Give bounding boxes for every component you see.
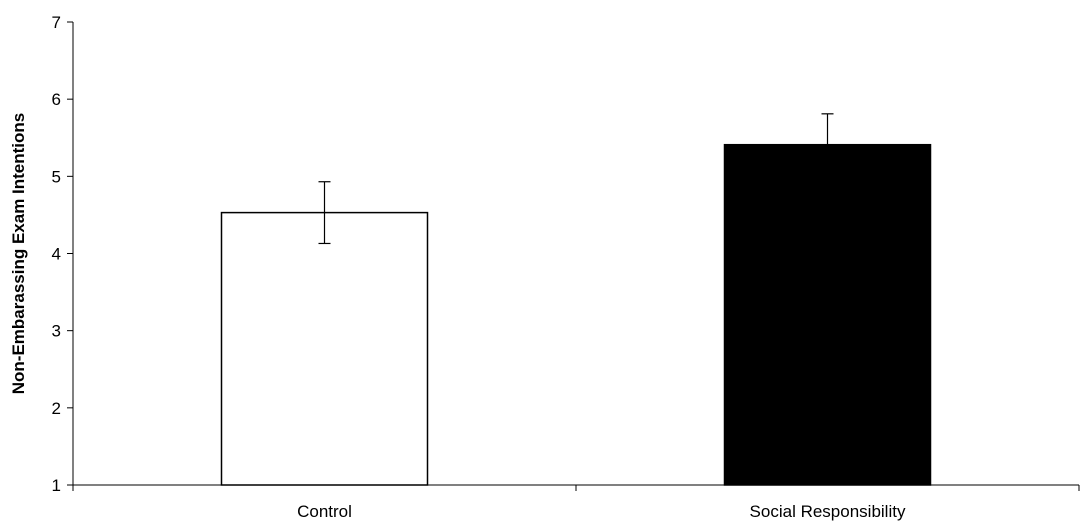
- y-tick-label: 7: [52, 13, 61, 32]
- x-tick-label: Control: [297, 502, 352, 521]
- y-axis-ticks: 1 2 3 4 5 6 7: [52, 13, 73, 495]
- y-tick-label: 5: [52, 167, 61, 186]
- y-tick-label: 6: [52, 90, 61, 109]
- y-tick-label: 2: [52, 399, 61, 418]
- y-axis-title: Non-Embarassing Exam Intentions: [9, 113, 28, 395]
- x-axis-ticks: Control Social Responsibility: [72, 485, 1080, 521]
- y-tick-label: 1: [52, 476, 61, 495]
- y-tick-label: 3: [52, 322, 61, 341]
- error-bars-group: [318, 113, 834, 245]
- y-tick-label: 4: [52, 245, 61, 264]
- bar-social-responsibility: [723, 143, 932, 486]
- x-tick-label: Social Responsibility: [750, 502, 906, 521]
- bar-control: [220, 211, 429, 486]
- bars-group: [220, 143, 932, 486]
